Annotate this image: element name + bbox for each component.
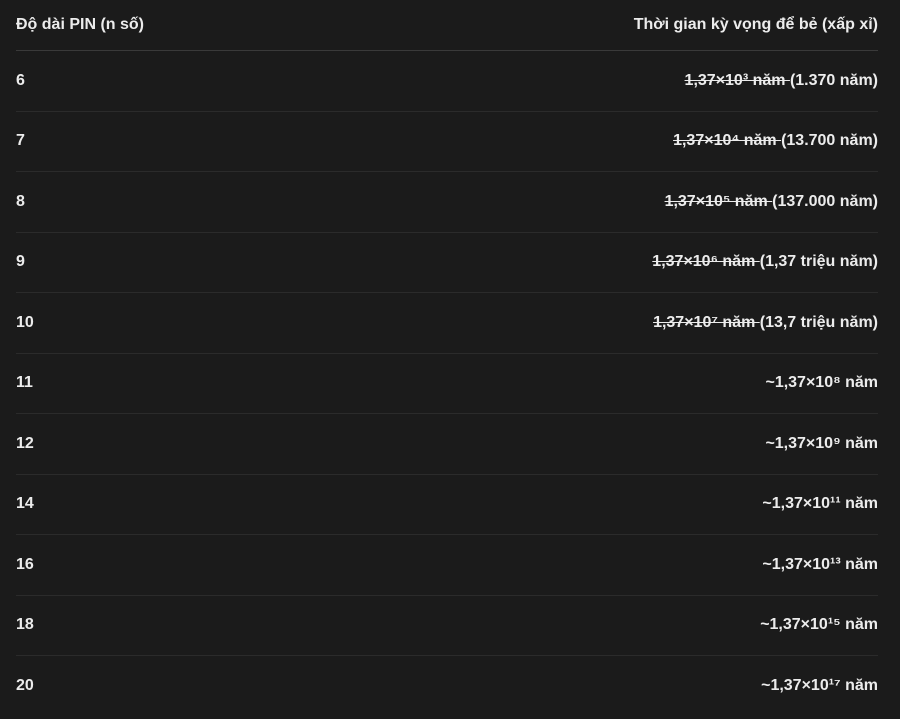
pin-length-cell: 16 (16, 534, 313, 596)
pin-length-cell: 7 (16, 111, 313, 172)
struck-value: 1,37×10⁵ năm (664, 192, 773, 210)
header-pin-length: Độ dài PIN (n số) (16, 0, 313, 51)
table-row: 11 ~1,37×10⁸ năm (16, 353, 878, 414)
pin-length-cell: 11 (16, 353, 313, 414)
pin-length-cell: 18 (16, 595, 313, 656)
time-value: (13,7 triệu năm) (759, 313, 878, 331)
time-value: ~1,37×10⁹ năm (765, 434, 878, 452)
table-row: 8 1,37×10⁵ năm (137.000 năm) (16, 171, 878, 233)
expected-time-cell: ~1,37×10¹⁵ năm (312, 595, 878, 656)
table-row: 12 ~1,37×10⁹ năm (16, 413, 878, 475)
struck-value: 1,37×10³ năm (684, 71, 790, 89)
pin-length-cell: 12 (16, 413, 313, 475)
expected-time-cell: 1,37×10⁵ năm (137.000 năm) (312, 171, 878, 233)
struck-value: 1,37×10⁶ năm (652, 253, 760, 271)
time-value: (1,37 triệu năm) (759, 253, 878, 271)
expected-time-cell: ~1,37×10¹³ năm (312, 534, 878, 596)
expected-time-cell: 1,37×10⁴ năm (13.700 năm) (312, 111, 878, 172)
time-value: ~1,37×10⁸ năm (765, 374, 878, 392)
pin-crack-time-table: Độ dài PIN (n số) Thời gian kỳ vọng để b… (16, 0, 878, 716)
table-row: 16 ~1,37×10¹³ năm (16, 534, 878, 596)
table-header-row: Độ dài PIN (n số) Thời gian kỳ vọng để b… (16, 0, 878, 51)
time-value: (137.000 năm) (772, 192, 878, 210)
expected-time-cell: ~1,37×10¹¹ năm (312, 474, 878, 535)
pin-length-cell: 9 (16, 232, 313, 293)
time-value: ~1,37×10¹³ năm (762, 555, 878, 573)
pin-length-cell: 14 (16, 474, 313, 535)
expected-time-cell: ~1,37×10⁹ năm (312, 413, 878, 475)
pin-length-cell: 6 (16, 50, 313, 112)
time-value: (1.370 năm) (789, 71, 878, 89)
table-row: 6 1,37×10³ năm (1.370 năm) (16, 50, 878, 112)
table-row: 18 ~1,37×10¹⁵ năm (16, 595, 878, 656)
expected-time-cell: ~1,37×10⁸ năm (312, 353, 878, 414)
struck-value: 1,37×10⁴ năm (673, 132, 782, 150)
time-value: ~1,37×10¹⁵ năm (760, 616, 878, 634)
time-value: (13.700 năm) (781, 132, 878, 150)
pin-length-cell: 20 (16, 676, 34, 694)
expected-time-cell: 1,37×10⁷ năm (13,7 triệu năm) (312, 292, 878, 354)
expected-time-cell: 1,37×10³ năm (1.370 năm) (312, 50, 878, 112)
time-value: ~1,37×10¹⁷ năm (761, 676, 878, 694)
table-row: 20 ~1,37×10¹⁷ năm (16, 656, 878, 716)
table-row: 10 1,37×10⁷ năm (13,7 triệu năm) (16, 292, 878, 354)
pin-length-cell: 10 (16, 292, 313, 354)
pin-length-cell: 8 (16, 171, 313, 233)
expected-time-cell: 1,37×10⁶ năm (1,37 triệu năm) (312, 232, 878, 293)
table-row: 14 ~1,37×10¹¹ năm (16, 474, 878, 535)
struck-value: 1,37×10⁷ năm (653, 313, 760, 331)
time-value: ~1,37×10¹¹ năm (762, 495, 878, 513)
expected-time-cell: ~1,37×10¹⁷ năm (312, 656, 878, 716)
header-expected-time: Thời gian kỳ vọng để bẻ (xấp xỉ) (312, 0, 878, 51)
table-row: 9 1,37×10⁶ năm (1,37 triệu năm) (16, 232, 878, 293)
table-row: 7 1,37×10⁴ năm (13.700 năm) (16, 111, 878, 172)
